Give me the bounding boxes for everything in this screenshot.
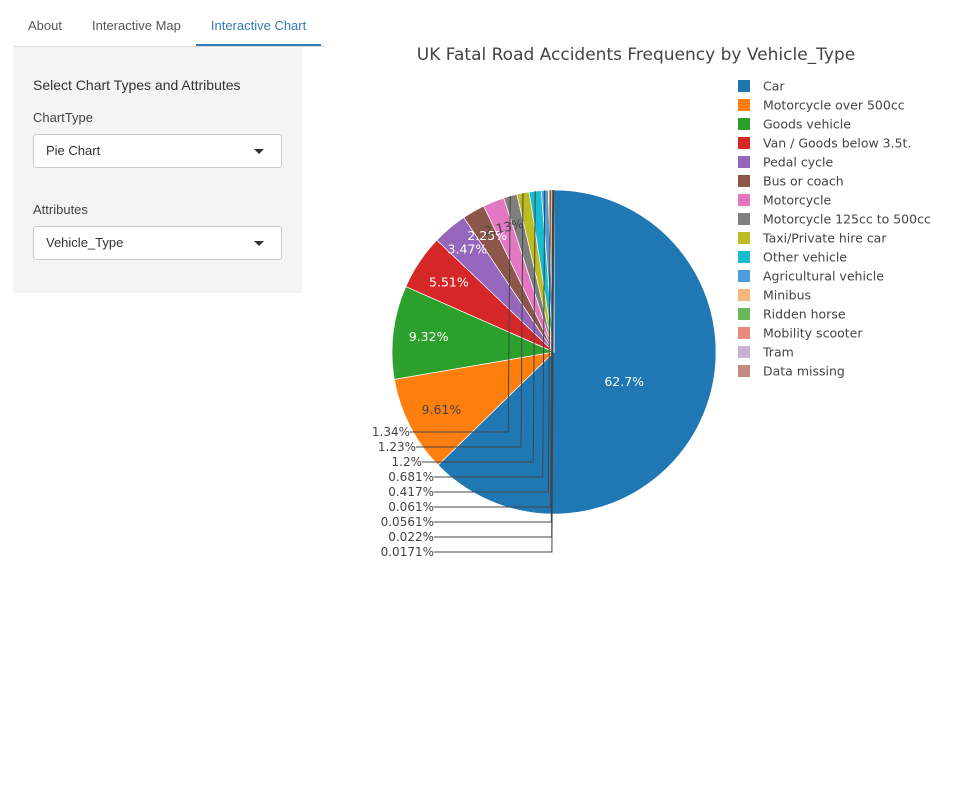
tab-divider <box>13 46 326 47</box>
legend-swatch[interactable] <box>738 327 750 339</box>
pie-slices <box>391 189 717 515</box>
legend-item[interactable]: Goods vehicle <box>763 117 851 132</box>
legend-item[interactable]: Other vehicle <box>763 250 847 265</box>
chevron-down-icon <box>254 241 264 246</box>
leader-line <box>434 189 551 493</box>
pie-labels: 62.7%9.61%9.32%5.51%3.47%2.25%2.13%1.34%… <box>372 189 644 559</box>
legend-item[interactable]: Car <box>763 79 785 94</box>
pie-label: 62.7% <box>604 374 644 389</box>
legend-swatch[interactable] <box>738 156 750 168</box>
legend: Car Motorcycle over 500cc Goods vehicle Van… <box>738 79 931 379</box>
pie-slice[interactable] <box>437 189 717 515</box>
pie-label: 1.34% <box>372 425 410 439</box>
legend-item[interactable]: Motorcycle over 500cc <box>763 98 905 113</box>
chart-title: UK Fatal Road Accidents Frequency by Veh… <box>417 45 855 65</box>
pie-label: 0.681% <box>388 470 434 484</box>
legend-item[interactable]: Motorcycle <box>763 193 831 208</box>
legend-swatch[interactable] <box>738 289 750 301</box>
legend-item[interactable]: Mobility scooter <box>763 326 863 341</box>
pie-label: 0.417% <box>388 485 434 499</box>
pie-label: 0.0171% <box>381 545 434 559</box>
legend-item[interactable]: Bus or coach <box>763 174 844 189</box>
legend-swatch[interactable] <box>738 194 750 206</box>
pie-label: 0.0561% <box>381 515 434 529</box>
pie-slice[interactable] <box>391 286 556 380</box>
leader-line <box>434 189 554 508</box>
tab-interactive-chart[interactable]: Interactive Chart <box>195 6 322 46</box>
legend-item[interactable]: Taxi/Private hire car <box>762 231 887 246</box>
legend-swatch[interactable] <box>738 270 750 282</box>
chart-type-select[interactable]: Pie Chart <box>33 134 282 168</box>
pie-slice[interactable] <box>393 351 556 466</box>
attributes-label: Attributes <box>33 202 88 217</box>
legend-item[interactable]: Pedal cycle <box>763 155 833 170</box>
pie-label: 2.25% <box>467 228 507 243</box>
chart-type-label: ChartType <box>33 110 93 125</box>
legend-item[interactable]: Data missing <box>763 364 845 379</box>
sidebar-title: Select Chart Types and Attributes <box>33 77 241 93</box>
chart-type-value: Pie Chart <box>46 143 101 158</box>
pie-label: 1.23% <box>378 440 416 454</box>
legend-item[interactable]: Van / Goods below 3.5t. <box>763 136 911 151</box>
attributes-value: Vehicle_Type <box>46 235 124 250</box>
leader-line <box>416 192 524 448</box>
legend-item[interactable]: Motorcycle 125cc to 500cc <box>763 212 931 227</box>
legend-swatch[interactable] <box>738 99 750 111</box>
pie-label: 9.61% <box>422 402 462 417</box>
tab-about[interactable]: About <box>28 18 62 33</box>
legend-swatch[interactable] <box>738 232 750 244</box>
pie-label: 1.2% <box>392 455 423 469</box>
leader-line <box>434 190 546 478</box>
leader-line <box>434 189 555 553</box>
legend-item[interactable]: Ridden horse <box>763 307 846 322</box>
tab-bar: About Interactive Map Interactive Chart <box>13 6 322 46</box>
attributes-select[interactable]: Vehicle_Type <box>33 226 282 260</box>
legend-swatch[interactable] <box>738 118 750 130</box>
pie-label: 0.022% <box>388 530 434 544</box>
legend-swatch[interactable] <box>738 175 750 187</box>
legend-swatch[interactable] <box>738 308 750 320</box>
pie-label: 3.47% <box>448 242 488 257</box>
sidebar-panel: Select Chart Types and Attributes ChartT… <box>13 47 302 293</box>
tab-interactive-map[interactable]: Interactive Map <box>91 18 181 33</box>
legend-swatch[interactable] <box>738 213 750 225</box>
legend-swatch[interactable] <box>738 80 750 92</box>
pie-label: 0.061% <box>388 500 434 514</box>
legend-swatch[interactable] <box>738 365 750 377</box>
legend-item[interactable]: Minibus <box>763 288 811 303</box>
leader-line <box>422 191 536 463</box>
legend-swatch[interactable] <box>738 251 750 263</box>
chevron-down-icon <box>254 149 264 154</box>
legend-swatch[interactable] <box>738 346 750 358</box>
legend-item[interactable]: Agricultural vehicle <box>763 269 884 284</box>
legend-item[interactable]: Tram <box>762 345 794 360</box>
leader-line <box>410 195 511 433</box>
legend-swatch[interactable] <box>738 137 750 149</box>
pie-label: 5.51% <box>429 274 469 289</box>
pie-label: 9.32% <box>409 329 449 344</box>
